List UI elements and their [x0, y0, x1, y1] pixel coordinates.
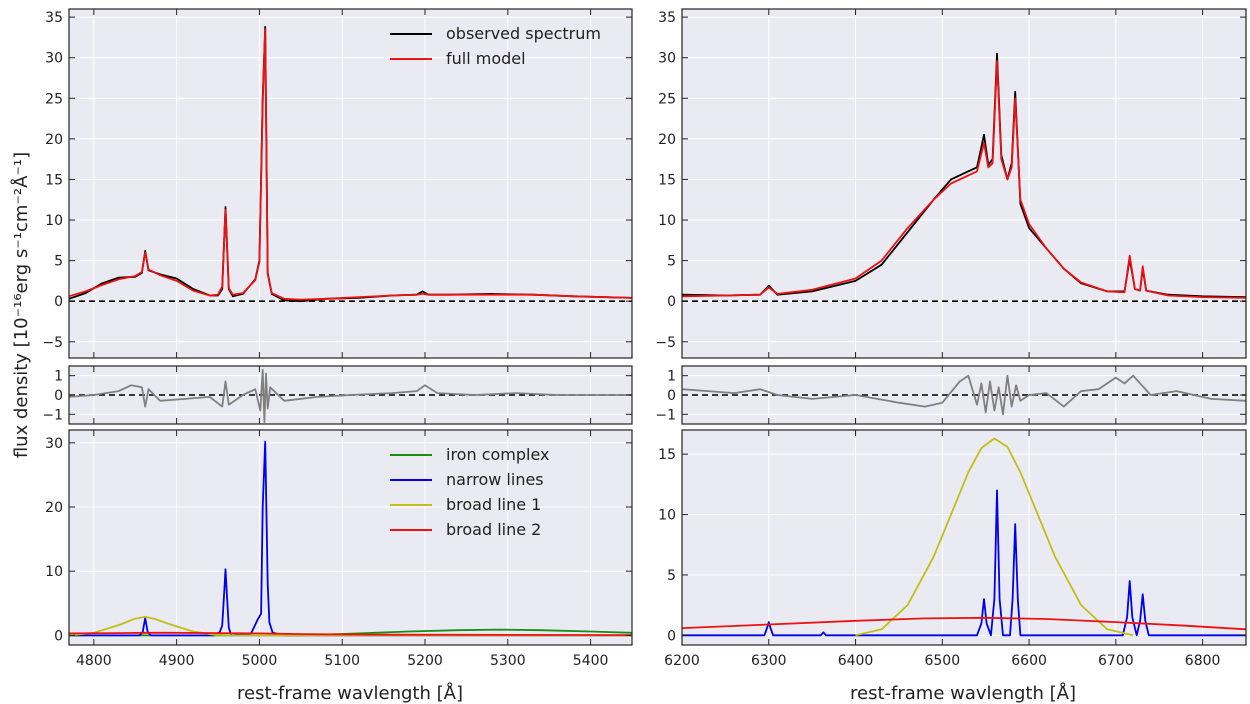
panel-halpha_fit: −5 0 5 10 15 20 25 30 35 — [655, 8, 1247, 359]
x-tick-label: 6300 — [751, 653, 787, 669]
y-tick-label: 15 — [658, 447, 676, 463]
y-tick-label: 0 — [667, 294, 676, 310]
series-line-residual — [682, 374, 1246, 416]
y-tick-label: 15 — [658, 172, 676, 188]
y-tick-label: 30 — [45, 436, 63, 452]
series-group — [69, 26, 632, 303]
x-tick-label: 4900 — [159, 653, 195, 669]
y-tick-label: 20 — [658, 132, 676, 148]
y-tick-label: −5 — [42, 335, 63, 351]
y-tick-label: 0 — [667, 388, 676, 404]
y-tick-label: −1 — [655, 407, 676, 423]
plot-frame — [68, 8, 633, 359]
y-tick-label: 10 — [45, 564, 63, 580]
series-line-narrow-lines — [682, 489, 1246, 637]
y-tick-label: 10 — [658, 213, 676, 229]
plot-frame — [68, 429, 633, 646]
y-tick-label: 1 — [667, 369, 676, 385]
y-tick-label: 20 — [45, 132, 63, 148]
series-line-residual — [69, 369, 632, 423]
series-group — [69, 440, 632, 637]
panel-hbeta_fit: −5 0 5 10 15 20 25 30 35 observed spectrum full mo… — [42, 8, 633, 359]
y-tick-label: 0 — [54, 628, 63, 644]
panel-hbeta_components: 4800 4900 5000 5100 5200 5300 5400 0 10 20 30 iron … — [45, 429, 633, 669]
plot-area — [69, 430, 632, 645]
y-tick-label: 35 — [45, 10, 63, 26]
x-tick-label: 6700 — [1098, 653, 1134, 669]
plot-frame — [681, 8, 1247, 359]
y-tick-label: −5 — [655, 335, 676, 351]
y-tick-label: −1 — [42, 407, 63, 423]
series-line-full-model — [682, 60, 1246, 299]
x-tick-label: 5100 — [324, 653, 360, 669]
plot-frame — [68, 365, 633, 425]
y-tick-label: 0 — [667, 628, 676, 644]
y-tick-label: 1 — [54, 369, 63, 385]
x-tick-label: 5300 — [490, 653, 526, 669]
legend: observed spectrum full model — [390, 24, 601, 68]
panel-halpha_components: 6200 6300 6400 6500 6600 6700 6800 0 5 10 15 — [658, 429, 1247, 669]
legend-label: observed spectrum — [446, 24, 601, 43]
y-tick-label: 10 — [658, 508, 676, 524]
y-tick-label: 5 — [667, 568, 676, 584]
x-tick-label: 5400 — [573, 653, 609, 669]
x-tick-label: 6600 — [1011, 653, 1047, 669]
x-tick-label: 4800 — [76, 653, 112, 669]
x-tick-label: 6200 — [664, 653, 700, 669]
y-tick-label: 0 — [54, 294, 63, 310]
series-line-broad-line-1 — [69, 615, 632, 637]
legend: iron complex narrow lines broad line 1 broa… — [390, 445, 550, 539]
legend-label: broad line 2 — [446, 520, 541, 539]
plot-frame — [681, 429, 1247, 646]
y-tick-label: 25 — [658, 91, 676, 107]
legend-label: narrow lines — [446, 470, 544, 489]
series-group — [682, 52, 1246, 299]
series-line-full-model — [69, 28, 632, 301]
y-tick-label: 30 — [658, 51, 676, 67]
legend-label: full model — [446, 49, 526, 68]
panel-hbeta_residual: −1 0 1 — [42, 365, 633, 425]
x-axis-label-right: rest-frame wavlength [Å] — [850, 682, 1076, 704]
y-tick-label: 15 — [45, 172, 63, 188]
series-line-broad-line-1 — [855, 437, 1134, 637]
y-axis-label: flux density [10⁻¹⁶erg s⁻¹cm⁻²Å⁻¹] — [10, 152, 32, 458]
plot-area — [69, 9, 632, 358]
series-group — [69, 369, 632, 423]
y-tick-label: 5 — [667, 254, 676, 270]
x-tick-label: 6800 — [1185, 653, 1221, 669]
x-axis-label-left: rest-frame wavlength [Å] — [237, 682, 463, 704]
y-tick-label: 35 — [658, 10, 676, 26]
x-tick-label: 6400 — [838, 653, 874, 669]
series-group — [682, 437, 1246, 637]
y-tick-label: 25 — [45, 91, 63, 107]
series-group — [682, 374, 1246, 416]
legend-label: iron complex — [446, 445, 550, 464]
plot-area — [682, 430, 1246, 645]
plot-area — [682, 9, 1246, 358]
y-tick-label: 30 — [45, 51, 63, 67]
legend-label: broad line 1 — [446, 495, 541, 514]
y-tick-label: 5 — [54, 254, 63, 270]
panel-halpha_residual: −1 0 1 — [655, 365, 1247, 425]
series-line-narrow-lines — [69, 440, 632, 637]
series-line-broad-line-2 — [682, 616, 1246, 631]
plot-frame — [681, 365, 1247, 425]
series-line-broad-line-2 — [69, 631, 632, 636]
y-tick-label: 10 — [45, 213, 63, 229]
x-tick-label: 6500 — [924, 653, 960, 669]
x-tick-label: 5200 — [407, 653, 443, 669]
y-tick-label: 20 — [45, 500, 63, 516]
y-tick-label: 0 — [54, 388, 63, 404]
x-tick-label: 5000 — [242, 653, 278, 669]
